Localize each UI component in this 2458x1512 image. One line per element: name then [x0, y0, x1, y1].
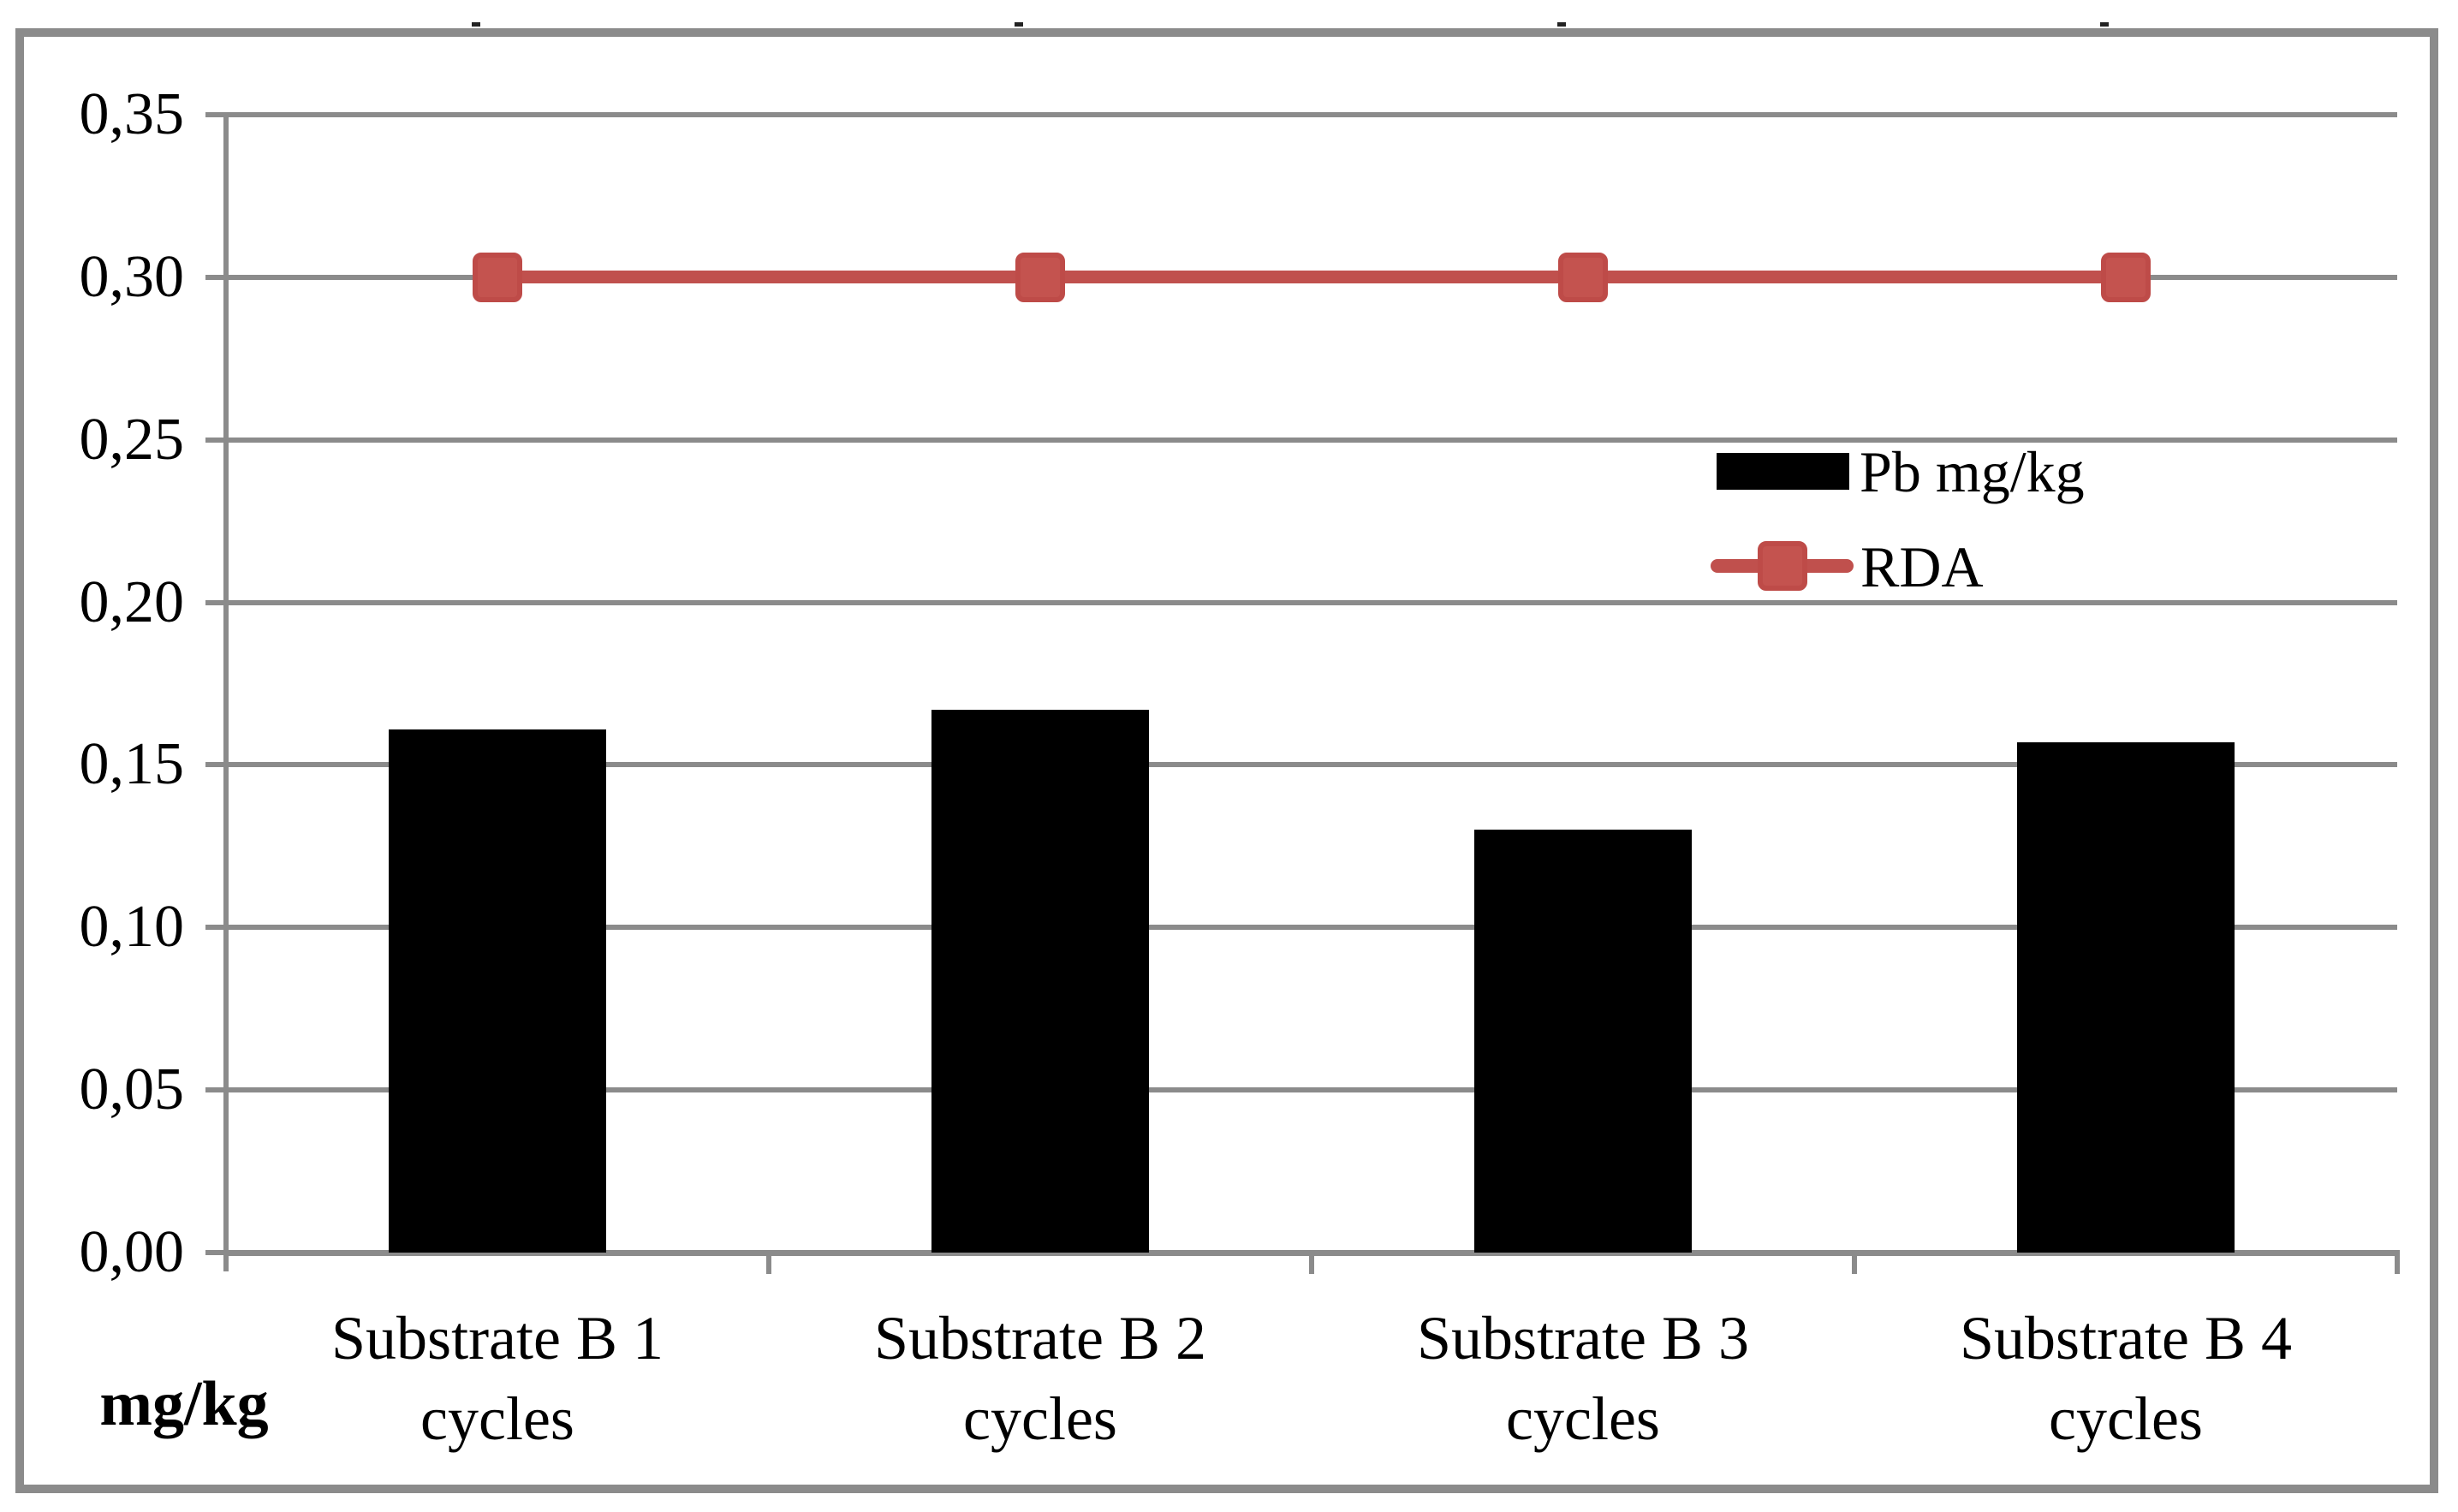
legend-label-rda: RDA	[1860, 534, 1984, 599]
bar-pb-mg-kg	[389, 729, 606, 1253]
x-axis-category-label-line1: Substrate B 4	[1960, 1304, 2292, 1372]
x-axis-category-label-line1: Substrate B 2	[874, 1304, 1206, 1372]
legend-label-pb: Pb mg/kg	[1860, 439, 2085, 504]
y-axis-tick	[205, 762, 226, 768]
top-edge-artifact-dot	[1557, 22, 1566, 27]
y-axis-line	[223, 112, 229, 1271]
x-axis-category-label: Substrate B 1 cycles	[232, 1298, 763, 1459]
y-axis-tick	[205, 112, 226, 117]
y-axis-tick-label: 0,25	[79, 406, 185, 473]
x-axis-category-label-line2: cycles	[420, 1384, 574, 1453]
y-axis-tick	[205, 1087, 226, 1093]
top-edge-artifact-dot	[2100, 22, 2109, 27]
y-axis-tick-label: 0,00	[79, 1219, 185, 1285]
rda-marker	[473, 252, 522, 302]
y-axis-tick	[205, 599, 226, 605]
x-axis-tick	[766, 1253, 771, 1274]
y-axis-tick	[205, 1250, 226, 1255]
x-axis-tick	[1309, 1253, 1314, 1274]
x-axis-category-label: Substrate B 3 cycles	[1318, 1298, 1848, 1459]
x-axis-category-label-line2: cycles	[963, 1384, 1117, 1453]
legend-rda-marker	[1758, 541, 1807, 591]
gridline	[226, 925, 2397, 931]
x-axis-tick	[1852, 1253, 1857, 1274]
gridline	[226, 1087, 2397, 1093]
gridline	[226, 599, 2397, 605]
y-axis-tick-label: 0,20	[79, 568, 185, 635]
bar-pb-mg-kg	[1474, 830, 1692, 1253]
bar-pb-mg-kg	[931, 709, 1149, 1253]
gridline	[226, 112, 2397, 117]
x-axis-category-label-line2: cycles	[2049, 1384, 2203, 1453]
x-axis-category-label-line2: cycles	[1506, 1384, 1660, 1453]
y-axis-tick-label: 0,15	[79, 731, 185, 798]
y-axis-tick-label: 0,10	[79, 894, 185, 961]
rda-marker	[1015, 252, 1065, 302]
x-axis-category-label-line1: Substrate B 1	[331, 1304, 664, 1372]
gridline	[226, 762, 2397, 768]
y-axis-unit-label: mg/kg	[99, 1369, 269, 1439]
y-axis-tick-label: 0,35	[79, 81, 185, 147]
rda-line	[497, 271, 2126, 284]
rda-marker	[2101, 252, 2151, 302]
gridline	[226, 437, 2397, 443]
y-axis-tick-label: 0,30	[79, 243, 185, 310]
top-edge-artifact-dot	[472, 22, 480, 27]
bar-pb-mg-kg	[2017, 741, 2235, 1253]
x-axis-category-label-line1: Substrate B 3	[1417, 1304, 1749, 1372]
top-edge-artifact-dot	[1015, 22, 1023, 27]
x-axis-category-label: Substrate B 2 cycles	[775, 1298, 1306, 1459]
rda-marker	[1558, 252, 1608, 302]
legend-swatch-pb	[1717, 453, 1849, 490]
y-axis-tick	[205, 274, 226, 280]
y-axis-tick-label: 0,05	[79, 1057, 185, 1123]
y-axis-tick	[205, 437, 226, 443]
x-axis-category-label: Substrate B 4 cycles	[1860, 1298, 2391, 1459]
x-axis-tick	[2395, 1253, 2400, 1274]
y-axis-tick	[205, 925, 226, 931]
